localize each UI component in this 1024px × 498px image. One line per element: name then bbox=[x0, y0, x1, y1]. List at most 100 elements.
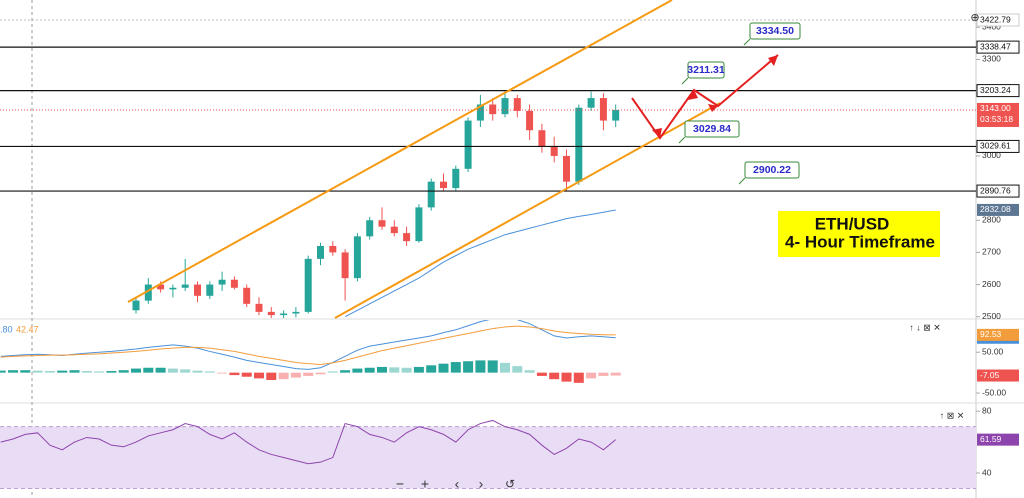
y-tick-label: 2700 bbox=[982, 247, 1001, 257]
candle-body bbox=[415, 207, 423, 242]
scroll-left[interactable]: ‹ bbox=[455, 476, 460, 492]
pane-button[interactable]: ↑ ⊠ ✕ bbox=[940, 410, 965, 420]
candle-body bbox=[513, 98, 521, 111]
level-label-box bbox=[976, 84, 1020, 98]
price-pane bbox=[0, 19, 976, 318]
candle-body bbox=[563, 155, 570, 182]
histogram-bar bbox=[57, 370, 68, 373]
histogram-bar bbox=[340, 370, 351, 373]
macd-line bbox=[0, 325, 616, 365]
histogram-bar bbox=[536, 372, 547, 376]
ma-label-box bbox=[977, 203, 1019, 216]
histogram-bar bbox=[32, 370, 43, 373]
histogram-bar bbox=[167, 368, 178, 373]
scroll-right[interactable]: › bbox=[479, 476, 484, 492]
candle-body bbox=[169, 287, 177, 290]
histogram-bar bbox=[487, 360, 498, 373]
candle-body bbox=[501, 98, 509, 115]
histogram-bar bbox=[475, 360, 486, 373]
rsi-band bbox=[0, 426, 976, 489]
histogram-bar bbox=[106, 371, 117, 373]
histogram-bar bbox=[44, 371, 55, 373]
candle-body bbox=[329, 245, 337, 253]
target-label: 3211.31 bbox=[687, 64, 725, 76]
histogram-bar bbox=[389, 367, 400, 373]
histogram-bar bbox=[573, 372, 584, 383]
y-tick-label: 3400 bbox=[982, 22, 1001, 32]
histogram-bar bbox=[192, 370, 203, 373]
annotation-text: 4- Hour Timeframe bbox=[785, 232, 935, 251]
reset[interactable]: ↺ bbox=[505, 477, 515, 491]
candle-body bbox=[526, 110, 534, 131]
axes: 3400 3300 3000 2800 2700 2600 2500 3338.47 3203.… bbox=[976, 13, 1020, 477]
target-box bbox=[749, 22, 801, 40]
candle-body bbox=[464, 120, 472, 169]
y-tick-label: 2600 bbox=[982, 279, 1001, 289]
zoom-out[interactable]: − bbox=[396, 476, 404, 492]
histogram-bar bbox=[0, 370, 6, 373]
header-value: 42.47 bbox=[16, 324, 39, 334]
histogram-bar bbox=[598, 372, 609, 376]
ma-label: 2832.08 bbox=[980, 204, 1011, 214]
level-label-box bbox=[976, 139, 1020, 153]
candle-body bbox=[550, 146, 558, 156]
histogram-bar bbox=[500, 362, 510, 373]
candle-body bbox=[341, 252, 349, 279]
add-button[interactable]: ⊕ bbox=[970, 12, 979, 24]
candle-body bbox=[218, 279, 226, 285]
candle-body bbox=[280, 313, 288, 316]
y-tick-label: 2500 bbox=[982, 311, 1001, 321]
level-label: 3203.24 bbox=[980, 85, 1011, 95]
pane-button[interactable]: ↑ ↓ ⊠ ✕ bbox=[909, 322, 941, 332]
histogram-bar bbox=[290, 372, 301, 378]
histogram-bar bbox=[20, 370, 31, 373]
zoom-in[interactable]: + bbox=[421, 476, 429, 492]
series-last-label-box bbox=[977, 328, 1019, 341]
histogram-bar bbox=[229, 372, 240, 376]
histogram-bar bbox=[131, 368, 141, 373]
candle-body bbox=[378, 220, 386, 227]
histogram-bar bbox=[327, 371, 338, 373]
histogram-bar bbox=[254, 372, 264, 379]
histogram-last-label: -7.05 bbox=[980, 370, 1000, 380]
candle-body bbox=[390, 226, 398, 234]
candle-body bbox=[476, 104, 484, 121]
candle-body bbox=[612, 109, 620, 121]
rsi-line bbox=[0, 419, 617, 465]
histogram-bar bbox=[401, 367, 412, 373]
toolbar[interactable]: − + ‹ › ↺ bbox=[396, 476, 515, 492]
target-label: 2900.22 bbox=[753, 164, 791, 176]
candle-body bbox=[427, 181, 435, 208]
candle-body bbox=[440, 181, 447, 189]
drawings: ETH/USD 4- Hour Timeframe − + ‹ › ↺ ⊕ ↑ … bbox=[127, 0, 980, 492]
candle-body bbox=[255, 303, 263, 312]
y-tick-label: 50.00 bbox=[982, 346, 1004, 356]
series-last-label: 92.53 bbox=[980, 329, 1002, 339]
histogram-bar bbox=[586, 372, 597, 379]
y-tick-label: 3300 bbox=[982, 54, 1001, 64]
histogram-bar bbox=[426, 365, 437, 373]
arrow-head bbox=[768, 55, 778, 66]
level-label: 2890.76 bbox=[980, 185, 1011, 195]
candle-body bbox=[304, 258, 312, 312]
candle-body bbox=[538, 130, 546, 147]
histogram-bar bbox=[143, 367, 154, 373]
histogram-bar bbox=[512, 366, 523, 373]
candle-body bbox=[267, 311, 275, 316]
level-label-box bbox=[976, 184, 1020, 198]
target-tick bbox=[738, 177, 746, 185]
annotation-box bbox=[778, 211, 940, 257]
level-label-box bbox=[976, 40, 1020, 54]
target-tick bbox=[681, 77, 689, 85]
last-price: 3143.00 bbox=[980, 103, 1011, 113]
histogram-bar bbox=[180, 369, 191, 373]
last-price-box bbox=[977, 102, 1019, 127]
histogram-bar bbox=[315, 372, 326, 375]
histogram-bar bbox=[118, 370, 129, 373]
histogram-bar bbox=[8, 370, 18, 373]
header-value: .80 bbox=[0, 324, 13, 334]
target-box bbox=[687, 61, 725, 79]
channel-line bbox=[334, 102, 721, 319]
candle-body bbox=[194, 284, 201, 296]
